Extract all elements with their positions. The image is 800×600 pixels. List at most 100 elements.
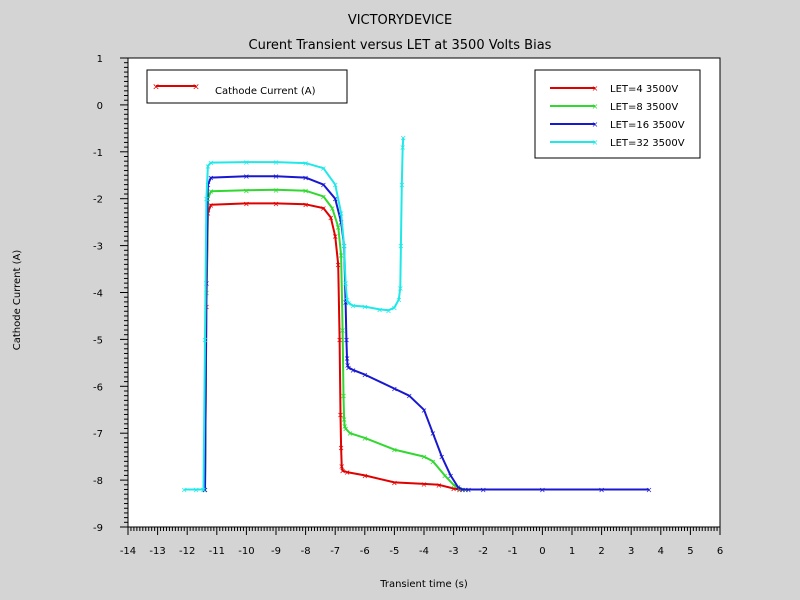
data-point: × [400, 134, 407, 143]
data-point: × [243, 158, 250, 167]
x-tick-label: -12 [179, 546, 195, 557]
data-point: × [421, 480, 428, 489]
data-point: × [345, 299, 352, 308]
y-tick-label: -6 [93, 382, 103, 393]
data-point: × [406, 392, 413, 401]
x-tick-label: 5 [687, 546, 693, 557]
x-tick-label: -14 [120, 546, 136, 557]
data-point: × [339, 467, 346, 476]
x-tick-label: 1 [569, 546, 575, 557]
data-point: × [202, 485, 209, 494]
x-tick-label: -2 [478, 546, 488, 557]
data-point: × [347, 429, 354, 438]
x-tick-label: -10 [238, 546, 254, 557]
data-point: × [273, 199, 280, 208]
x-tick-label: 0 [539, 546, 545, 557]
legend-right-box [534, 69, 701, 159]
data-point: × [391, 446, 398, 455]
legend-marker: × [592, 102, 599, 111]
data-point: × [430, 429, 437, 438]
x-axis-label: Transient time (s) [379, 579, 468, 590]
y-tick-label: -5 [93, 335, 103, 346]
data-point: × [395, 296, 402, 305]
data-point: × [320, 192, 327, 201]
data-point: × [342, 279, 349, 288]
data-point: × [399, 143, 406, 152]
y-tick-label: -9 [93, 523, 103, 534]
data-point: × [320, 181, 327, 190]
data-point: × [361, 471, 368, 480]
data-point: × [341, 242, 348, 251]
data-point: × [302, 187, 309, 196]
data-point: × [361, 371, 368, 380]
data-point: × [332, 195, 339, 204]
data-point: × [320, 164, 327, 173]
legend-label: LET=16 3500V [610, 120, 685, 131]
data-point: × [397, 284, 404, 293]
x-tick-label: -1 [508, 546, 518, 557]
data-point: × [332, 232, 339, 241]
chart-title: VICTORYDEVICE [347, 13, 453, 28]
data-point: × [343, 335, 350, 344]
legend-left: × × Cathode Current (A) [146, 69, 348, 104]
y-tick-label: -8 [93, 476, 103, 487]
data-point: × [447, 471, 454, 480]
data-point: × [435, 481, 442, 490]
data-point: × [391, 304, 398, 313]
data-point: × [456, 485, 463, 494]
data-point: × [200, 485, 207, 494]
data-point: × [302, 174, 309, 183]
y-axis: 1 0 -1 -2 -3 -4 -5 -6 -7 -8 -9 [93, 54, 128, 534]
data-point: × [205, 162, 212, 171]
data-point: × [455, 483, 462, 492]
data-point: × [243, 186, 250, 195]
legend-marker: × [592, 138, 599, 147]
x-tick-label: 6 [717, 546, 723, 557]
x-tick-label: -8 [301, 546, 311, 557]
legend-marker: × [592, 120, 599, 129]
data-point: × [441, 471, 448, 480]
data-point: × [342, 298, 349, 307]
data-point: × [208, 201, 215, 210]
data-point: × [336, 335, 343, 344]
legend-marker: × [592, 84, 599, 93]
data-point: × [539, 485, 546, 494]
x-tick-label: 3 [628, 546, 634, 557]
data-point: × [450, 481, 457, 490]
x-axis: -14 -13 -12 -11 -10 -9 -8 -7 -6 -5 -4 -3 -2 -1 0 1 2 3 4 5 6 [120, 527, 723, 557]
data-point: × [345, 364, 352, 373]
y-tick-label: -2 [93, 195, 103, 206]
data-point: × [344, 468, 351, 477]
data-point: × [430, 457, 437, 466]
x-tick-label: -13 [149, 546, 165, 557]
data-point: × [598, 485, 605, 494]
data-point: × [361, 303, 368, 312]
data-point: × [341, 415, 348, 424]
data-point: × [350, 302, 357, 311]
x-tick-label: -5 [389, 546, 399, 557]
data-point: × [332, 181, 339, 190]
data-point: × [398, 242, 405, 251]
data-point: × [202, 335, 209, 344]
data-point: × [398, 181, 405, 190]
y-tick-label: 1 [97, 54, 103, 65]
data-point: × [302, 159, 309, 168]
y-tick-label: 0 [97, 101, 103, 112]
y-tick-label: -3 [93, 242, 103, 253]
data-point: × [465, 485, 472, 494]
data-point: × [376, 305, 383, 314]
data-point: × [202, 485, 209, 494]
y-tick-label: -1 [93, 148, 103, 159]
data-point: × [350, 366, 357, 375]
data-point: × [273, 158, 280, 167]
data-point: × [193, 485, 200, 494]
data-point: × [421, 406, 428, 415]
data-point: × [391, 385, 398, 394]
legend-left-marker: × [192, 83, 200, 93]
data-point: × [273, 186, 280, 195]
data-point: × [208, 187, 215, 196]
legend-label: LET=8 3500V [610, 102, 678, 113]
data-point: × [341, 422, 348, 431]
data-point: × [203, 195, 210, 204]
